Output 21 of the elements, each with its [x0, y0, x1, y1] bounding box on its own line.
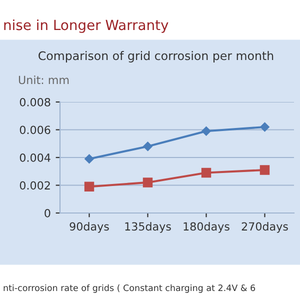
x-tick-label: 90days: [70, 222, 109, 233]
point: [143, 142, 152, 152]
chart-title: Comparison of grid corrosion per month: [38, 51, 274, 62]
text: nti-corrosion rate of grids ( Constant charging at 2.4V & 6: [4, 284, 256, 293]
y-tick-label: 0: [44, 208, 50, 218]
x-tick-label: 270days: [242, 222, 288, 233]
y-tick-label: 0.004: [20, 153, 50, 162]
text: nise in Longer Warranty: [4, 19, 168, 33]
point: [142, 178, 153, 188]
x-tick-label: 180days: [184, 222, 230, 233]
y-tick-label: 0.002: [20, 181, 50, 190]
point: [260, 165, 270, 175]
point: [202, 126, 211, 136]
text: Unit: mm: [18, 76, 69, 84]
point: [260, 122, 270, 132]
y-tick-label: 0.006: [20, 126, 50, 134]
point: [201, 168, 212, 178]
x-tick-label: 135days: [125, 222, 171, 233]
point: [84, 154, 94, 164]
y-tick-label: 0.008: [20, 98, 50, 106]
point: [84, 182, 94, 192]
